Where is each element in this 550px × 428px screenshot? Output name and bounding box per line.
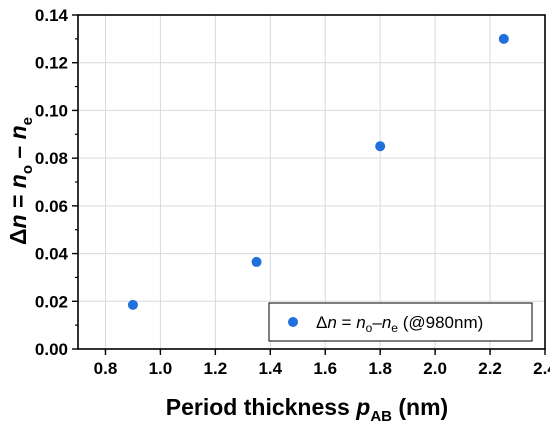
legend-sub1: o: [366, 321, 373, 335]
x-axis-label-text: Period thickness: [166, 394, 356, 420]
x-tick-label: 0.8: [94, 359, 118, 378]
x-axis-label-sub: AB: [370, 408, 392, 425]
data-point: [251, 256, 262, 267]
y-axis-label-n2: n: [5, 174, 31, 188]
legend-minus: –: [372, 313, 382, 332]
legend-delta: Δ: [316, 313, 327, 332]
y-axis-label: Δn = no – ne: [5, 117, 36, 245]
y-axis-label-delta: Δ: [5, 228, 31, 245]
y-tick-label: 0.12: [35, 54, 68, 73]
legend-sub2: e: [391, 321, 398, 335]
x-tick-label: 1.0: [149, 359, 173, 378]
plot-frame: [77, 14, 546, 350]
legend-box: [268, 302, 533, 342]
x-tick-label: 2.0: [423, 359, 447, 378]
grid: [78, 14, 546, 350]
x-tick-label: 2.4: [533, 359, 550, 378]
legend-marker: [288, 317, 298, 327]
legend-n3: n: [382, 313, 391, 332]
axis-ticks: [72, 14, 546, 355]
legend-note: (@980nm): [398, 313, 483, 332]
y-tick-label: 0.02: [35, 292, 68, 311]
legend: Δn = no–ne (@980nm): [268, 302, 533, 342]
data-point: [127, 299, 138, 310]
x-tick-label: 2.2: [478, 359, 502, 378]
x-tick-label: 1.6: [313, 359, 337, 378]
y-tick-label: 0.10: [35, 101, 68, 120]
data-point: [498, 33, 509, 44]
y-tick-label: 0.04: [35, 245, 69, 264]
x-tick-label: 1.2: [204, 359, 228, 378]
y-tick-label: 0.08: [35, 149, 68, 168]
x-axis-label-unit: (nm): [392, 394, 448, 420]
x-axis-label: Period thickness pAB (nm): [166, 394, 448, 425]
x-tick-label: 1.8: [368, 359, 392, 378]
legend-n1: n: [327, 313, 336, 332]
y-tick-labels: 0.00 0.02 0.04 0.06 0.08 0.10 0.12 0.14: [35, 6, 69, 359]
x-tick-labels: 0.8 1.0 1.2 1.4 1.6 1.8 2.0 2.2 2.4: [94, 359, 550, 378]
y-tick-label: 0.00: [35, 340, 68, 359]
legend-eq: =: [337, 313, 356, 332]
y-axis-label-eq: =: [5, 188, 31, 214]
y-axis-label-sub1: o: [19, 165, 36, 174]
data-points: [127, 33, 509, 310]
y-axis-label-n3: n: [5, 125, 31, 139]
y-axis-label-minus: –: [5, 139, 31, 165]
y-tick-label: 0.14: [35, 6, 69, 25]
x-axis-label-var: p: [355, 394, 370, 420]
y-axis-label-n1: n: [5, 214, 31, 228]
data-point: [375, 141, 386, 152]
legend-label: Δn = no–ne (@980nm): [316, 313, 483, 335]
legend-n2: n: [356, 313, 365, 332]
y-axis-label-sub2: e: [19, 117, 36, 125]
x-tick-label: 1.4: [258, 359, 282, 378]
y-tick-label: 0.06: [35, 197, 68, 216]
